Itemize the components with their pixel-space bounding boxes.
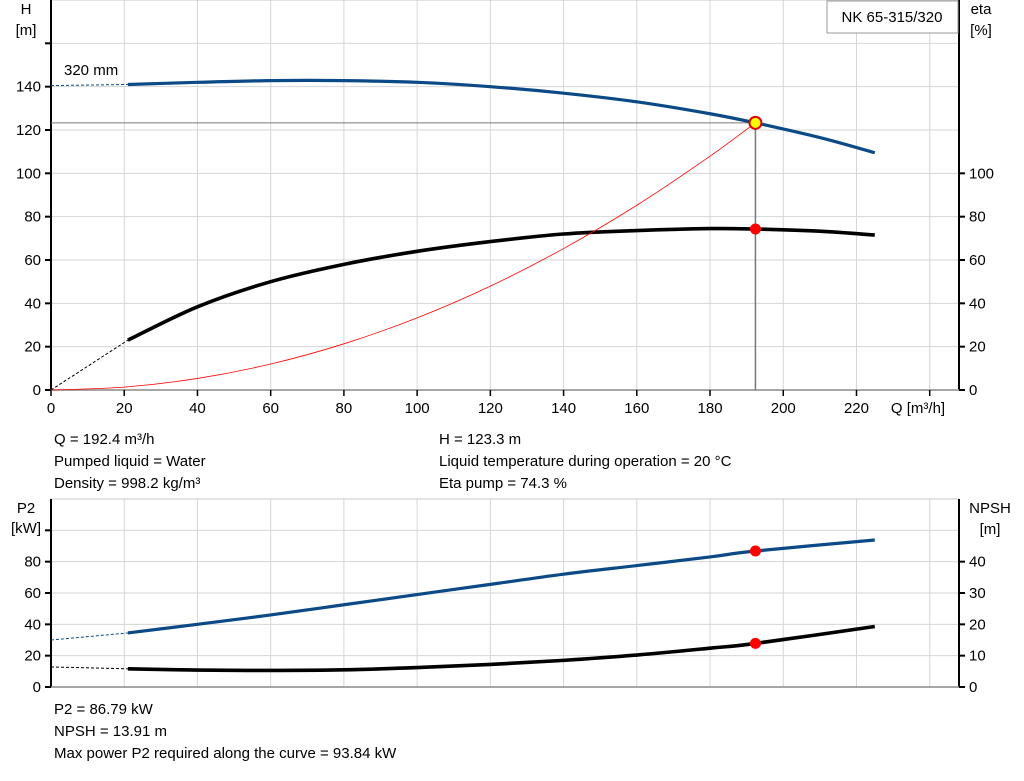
curve-p2: [127, 538, 875, 635]
y-tick-label: 60: [24, 585, 41, 602]
y-axis-unit: [m]: [16, 22, 37, 39]
title-box: [826, 0, 959, 34]
y-tick-label: 100: [16, 165, 41, 182]
x-tick-label: 220: [844, 400, 869, 417]
info-max-power: Max power P2 required along the curve = …: [54, 745, 397, 762]
y-right-tick-label: 60: [969, 252, 986, 269]
curve-label: 320 mm: [64, 62, 118, 79]
y-tick-label: 40: [24, 616, 41, 633]
y-tick-label: 20: [24, 339, 41, 356]
x-tick-label: 0: [47, 400, 55, 417]
x-tick-label: 200: [771, 400, 796, 417]
y-right-tick-label: 100: [969, 165, 994, 182]
y-tick-label: 120: [16, 122, 41, 139]
info-p2: P2 = 86.79 kW: [54, 701, 153, 718]
y-right-tick-label: 80: [969, 209, 986, 226]
info-density: Density = 998.2 kg/m³: [54, 475, 201, 492]
y-axis-label: P2: [17, 500, 35, 517]
x-tick-label: 80: [336, 400, 353, 417]
curve-h: [127, 78, 876, 155]
x-axis-label: Q [m³/h]: [891, 400, 945, 417]
x-tick-label: 120: [478, 400, 503, 417]
curve-npsh: [127, 624, 876, 673]
y-tick-label: 20: [24, 648, 41, 665]
x-tick-label: 180: [698, 400, 723, 417]
curve-npsh-extrapolation: [50, 666, 128, 670]
operating-point-npsh: [749, 637, 761, 649]
info-eta: Eta pump = 74.3 %: [439, 475, 567, 492]
y-right-tick-label: 0: [969, 382, 977, 399]
info-head: H = 123.3 m: [439, 431, 522, 448]
y-axis-label: H: [21, 1, 32, 18]
y-right-tick-label: 40: [969, 554, 986, 571]
y-right-tick-label: 40: [969, 295, 986, 312]
y-tick-label: 0: [33, 382, 41, 399]
plot-frame: [50, 0, 960, 391]
x-tick-label: 60: [262, 400, 279, 417]
y-right-tick-label: 20: [969, 616, 986, 633]
y-right-axis-label: eta: [971, 1, 993, 18]
y-axis-unit: [kW]: [11, 520, 41, 537]
info-npsh: NPSH = 13.91 m: [54, 723, 167, 740]
operating-point-h: [748, 115, 763, 130]
info-bottom: P2 = 86.79 kW NPSH = 13.91 m Max power P…: [54, 699, 396, 765]
y-right-tick-label: 30: [969, 585, 986, 602]
info-temperature: Liquid temperature during operation = 20…: [439, 453, 732, 470]
operating-point-eta: [749, 223, 761, 235]
curve-eta-extrapolation: [50, 339, 129, 391]
x-tick-label: 160: [624, 400, 649, 417]
info-top-left: Q = 192.4 m³/h Pumped liquid = Water Den…: [54, 429, 206, 495]
info-top-right: H = 123.3 m Liquid temperature during op…: [439, 429, 731, 495]
y-right-tick-label: 10: [969, 648, 986, 665]
x-tick-label: 20: [116, 400, 133, 417]
chart-title: NK 65-315/320: [842, 9, 943, 26]
y-right-axis-unit: [m]: [980, 521, 1001, 538]
info-flow: Q = 192.4 m³/h: [54, 431, 155, 448]
y-tick-label: 40: [24, 295, 41, 312]
y-tick-label: 0: [33, 679, 41, 696]
y-tick-label: 140: [16, 79, 41, 96]
curve-h-extrapolation: [50, 84, 128, 87]
x-tick-label: 100: [405, 400, 430, 417]
y-tick-label: 60: [24, 252, 41, 269]
y-tick-label: 80: [24, 209, 41, 226]
y-right-tick-label: 0: [969, 679, 977, 696]
y-tick-label: 80: [24, 554, 41, 571]
y-right-tick-label: 20: [969, 339, 986, 356]
y-right-axis-label: NPSH: [969, 500, 1011, 517]
x-tick-label: 40: [189, 400, 206, 417]
curve-eta: [127, 226, 875, 342]
operating-point-p2: [749, 545, 761, 557]
curve-system: [50, 122, 756, 391]
x-tick-label: 140: [551, 400, 576, 417]
curve-p2-extrapolation: [50, 632, 128, 641]
y-right-axis-unit: [%]: [970, 22, 992, 39]
info-liquid: Pumped liquid = Water: [54, 453, 206, 470]
